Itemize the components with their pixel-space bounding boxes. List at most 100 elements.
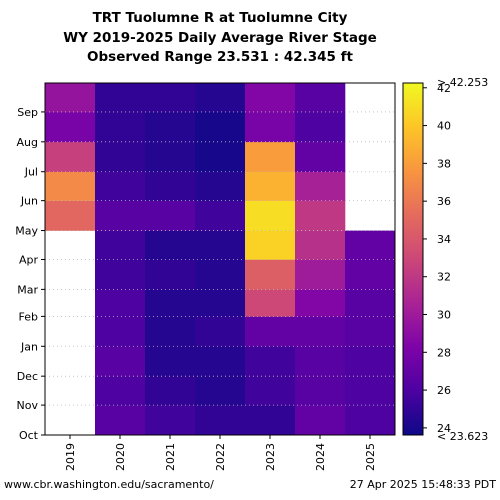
colorbar-scale xyxy=(402,82,424,436)
cell-2022-Feb xyxy=(195,289,246,317)
cell-2022-Apr xyxy=(195,230,246,260)
cell-2024-Aug xyxy=(295,111,346,143)
cell-2025-Mar xyxy=(345,259,396,290)
cell-2020-Dec xyxy=(95,346,146,377)
cell-2021-Apr xyxy=(145,230,196,260)
cell-2025-Dec xyxy=(345,346,396,377)
colorbar-tick-label: 32 xyxy=(437,271,451,284)
cell-2023-Feb xyxy=(245,289,296,317)
cell-2020-Sep xyxy=(95,83,146,113)
y-tick-label: Aug xyxy=(17,136,38,149)
cell-2025-Oct xyxy=(345,405,396,436)
cell-2024-Jun xyxy=(295,171,346,201)
cell-2022-Mar xyxy=(195,259,246,290)
cell-2021-May xyxy=(145,200,196,231)
cell-2022-May xyxy=(195,200,246,231)
cell-2020-Jul xyxy=(95,141,146,173)
colorbar-tick-label: 40 xyxy=(437,120,451,133)
y-tick-label: Mar xyxy=(17,283,38,296)
cell-2022-Jul xyxy=(195,141,246,173)
cell-2023-Jun xyxy=(245,171,296,201)
cell-2021-Dec xyxy=(145,346,196,377)
cell-2021-Feb xyxy=(145,289,196,317)
cell-2022-Aug xyxy=(195,111,246,143)
cell-2022-Nov xyxy=(195,376,246,406)
y-tick-label: May xyxy=(15,225,38,238)
y-tick-label: Apr xyxy=(19,253,39,266)
cell-2025-Feb xyxy=(345,289,396,317)
cell-2021-Jan xyxy=(145,316,196,347)
colorbar-tick-label: 34 xyxy=(437,233,451,246)
colorbar-tick-label: 38 xyxy=(437,157,451,170)
cell-2023-Jan xyxy=(245,316,296,347)
colorbar-max-label: > 42.253 xyxy=(437,76,488,89)
colorbar-tick-label: 30 xyxy=(437,309,451,322)
cell-2020-Nov xyxy=(95,376,146,406)
x-tick-label: 2020 xyxy=(114,443,127,471)
colorbar-min-label: < 23.623 xyxy=(437,430,488,443)
cell-2022-Sep xyxy=(195,83,246,113)
x-tick-label: 2025 xyxy=(364,443,377,471)
cell-2022-Jun xyxy=(195,171,246,201)
colorbar-tick-label: 42 xyxy=(437,82,451,95)
cell-2022-Oct xyxy=(195,405,246,436)
cell-2024-Sep xyxy=(295,83,346,113)
cell-2020-Feb xyxy=(95,289,146,317)
cell-2021-Nov xyxy=(145,376,196,406)
cell-2019-May xyxy=(45,200,96,231)
footer-timestamp: 27 Apr 2025 15:48:33 PDT xyxy=(349,478,496,491)
cell-2025-Jan xyxy=(345,316,396,347)
cell-2024-Apr xyxy=(295,230,346,260)
cell-2020-Apr xyxy=(95,230,146,260)
cell-2020-May xyxy=(95,200,146,231)
cell-2024-Nov xyxy=(295,376,346,406)
y-tick-label: Dec xyxy=(17,370,38,383)
y-tick-label: Sep xyxy=(17,106,38,119)
cell-2022-Jan xyxy=(195,316,246,347)
cell-2024-Feb xyxy=(295,289,346,317)
cell-2023-Sep xyxy=(245,83,296,113)
cell-2020-Jun xyxy=(95,171,146,201)
title-line-3: Observed Range 23.531 : 42.345 ft xyxy=(87,49,353,65)
colorbar-tick-label: 28 xyxy=(437,346,451,359)
cell-2023-Apr xyxy=(245,230,296,260)
cell-2020-Mar xyxy=(95,259,146,290)
cell-2024-Dec xyxy=(295,346,346,377)
cell-2020-Oct xyxy=(95,405,146,436)
y-tick-label: Feb xyxy=(19,310,38,323)
x-tick-label: 2019 xyxy=(64,443,77,471)
cell-2021-Oct xyxy=(145,405,196,436)
y-tick-label: Oct xyxy=(19,429,39,442)
cell-2021-Aug xyxy=(145,111,196,143)
cell-2019-Aug xyxy=(45,111,96,143)
cell-2023-May xyxy=(245,200,296,231)
cell-2024-May xyxy=(295,200,346,231)
cell-2024-Jul xyxy=(295,141,346,173)
colorbar-tick-label: 36 xyxy=(437,195,451,208)
cell-2021-Mar xyxy=(145,259,196,290)
cell-2022-Dec xyxy=(195,346,246,377)
cell-2023-Dec xyxy=(245,346,296,377)
y-tick-label: Jul xyxy=(24,166,38,179)
cell-2023-Nov xyxy=(245,376,296,406)
cell-2024-Mar xyxy=(295,259,346,290)
colorbar-tick-label: 24 xyxy=(437,422,451,435)
cell-2023-Mar xyxy=(245,259,296,290)
x-tick-label: 2023 xyxy=(264,443,277,471)
title-line-1: TRT Tuolumne R at Tuolumne City xyxy=(92,10,348,26)
cell-2023-Aug xyxy=(245,111,296,143)
cell-2023-Oct xyxy=(245,405,296,436)
y-tick-label: Jan xyxy=(20,340,38,353)
cell-2025-Nov xyxy=(345,376,396,406)
x-tick-label: 2024 xyxy=(314,443,327,471)
footer-url: www.cbr.washington.edu/sacramento/ xyxy=(4,478,214,491)
cell-2019-Jun xyxy=(45,171,96,201)
y-tick-label: Nov xyxy=(17,399,39,412)
cell-2023-Jul xyxy=(245,141,296,173)
cell-2025-Apr xyxy=(345,230,396,260)
cell-2021-Jul xyxy=(145,141,196,173)
title-line-2: WY 2019-2025 Daily Average River Stage xyxy=(63,30,377,46)
cell-2020-Aug xyxy=(95,111,146,143)
cell-2021-Jun xyxy=(145,171,196,201)
